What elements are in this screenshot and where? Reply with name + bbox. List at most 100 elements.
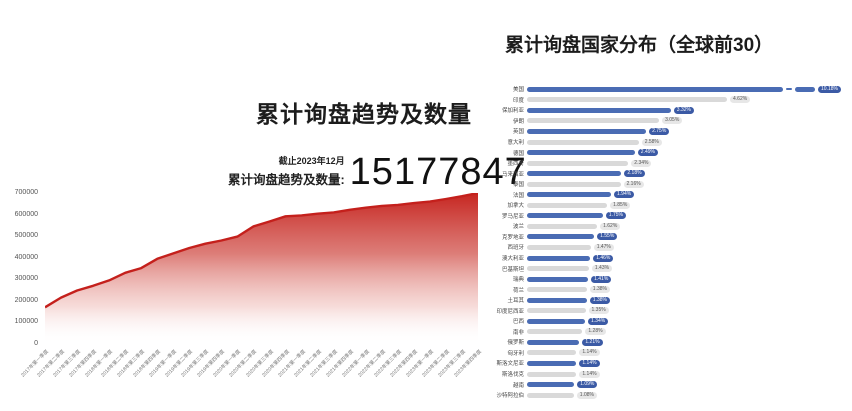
country-label: 墨西哥 [507, 161, 524, 168]
country-label: 斯洛文尼亚 [496, 361, 524, 368]
trend-line [44, 191, 479, 309]
bar-row: 匈牙利 1.14% [495, 348, 852, 359]
bar-row: 波兰 1.62% [495, 221, 852, 232]
country-label: 土耳其 [507, 298, 524, 305]
bar [527, 318, 585, 324]
country-label: 德国 [512, 150, 524, 157]
value-badge: 1.38% [589, 286, 610, 294]
value-badge: 1.85% [610, 201, 631, 209]
value-badge: 1.14% [579, 349, 600, 357]
bar-row: 美国 10.18% [495, 84, 852, 95]
bar [527, 297, 587, 303]
value-badge: 1.94% [614, 191, 635, 199]
y-tick-label: 300000 [14, 275, 38, 283]
country-label: 巴基斯坦 [501, 266, 524, 273]
bar [527, 107, 671, 113]
bar-row: 德国 2.49% [495, 147, 852, 158]
country-label: 英国 [512, 129, 524, 136]
country-label: 法国 [512, 192, 524, 199]
country-label: 越南 [512, 382, 524, 389]
bar-row: 沙特阿拉伯 1.08% [495, 390, 852, 401]
value-badge: 1.46% [593, 254, 614, 262]
bar-row: 澳大利亚 1.46% [495, 253, 852, 264]
country-label: 克罗地亚 [501, 234, 524, 241]
value-badge: 1.38% [589, 296, 610, 304]
bar [527, 118, 660, 124]
bar [527, 202, 608, 208]
value-badge: 1.47% [593, 243, 614, 251]
stat-labels: 截止2023年12月 累计询盘趋势及数量: [228, 154, 345, 191]
country-label: 西班牙 [507, 245, 524, 252]
bar-row: 巴西 1.34% [495, 316, 852, 327]
country-label: 加拿大 [507, 203, 524, 210]
bar-row: 墨西哥 2.34% [495, 158, 852, 169]
stat-as-of-date: 截止2023年12月 [278, 156, 345, 166]
bar-row: 巴基斯坦 1.43% [495, 263, 852, 274]
value-badge: 10.18% [818, 85, 841, 93]
area-fill [45, 193, 478, 344]
bar-row: 越南 1.09% [495, 379, 852, 390]
y-tick-label: 700000 [14, 189, 38, 196]
bar-segment [795, 86, 815, 92]
value-badge: 2.58% [641, 138, 662, 146]
y-tick-label: 0 [34, 340, 38, 347]
value-badge: 1.08% [576, 391, 597, 399]
bar [527, 213, 603, 219]
value-badge: 1.75% [605, 212, 626, 220]
bar-row: 马来西亚 2.18% [495, 168, 852, 179]
bar [527, 308, 586, 314]
country-label: 美国 [512, 87, 524, 94]
country-label: 澳大利亚 [501, 256, 524, 263]
bar [527, 339, 580, 345]
country-label: 斯洛伐克 [501, 372, 524, 379]
y-tick-label: 200000 [14, 296, 38, 304]
bar-row: 印度尼西亚 1.35% [495, 305, 852, 316]
value-badge: 1.21% [582, 338, 603, 346]
area-chart-plot [44, 191, 479, 344]
right-chart-title: 累计询盘国家分布（全球前30） [505, 35, 774, 56]
country-label: 意大利 [507, 140, 524, 146]
bar [527, 255, 591, 261]
value-badge: 1.55% [597, 233, 618, 241]
bar-row: 印度 4.62% [495, 95, 852, 106]
axis-break-icon [786, 88, 792, 91]
y-tick-label: 100000 [14, 318, 38, 326]
bar-row: 意大利 2.58% [495, 137, 852, 148]
y-tick-label: 500000 [14, 232, 38, 240]
country-label: 沙特阿拉伯 [496, 393, 524, 400]
bar-row: 保加利亚 3.32% [495, 105, 852, 116]
country-label: 匈牙利 [507, 350, 524, 357]
left-chart-title: 累计询盘趋势及数量 [256, 101, 472, 127]
bar [527, 97, 727, 103]
value-badge: 2.75% [649, 127, 670, 135]
bar-row: 斯洛伐克 1.14% [495, 369, 852, 380]
bar-row: 斯洛文尼亚 1.14% [495, 358, 852, 369]
country-label: 伊朗 [512, 118, 524, 125]
country-label: 马来西亚 [501, 171, 524, 178]
country-label: 印度 [512, 97, 524, 104]
bar [527, 371, 577, 377]
bar [527, 128, 647, 134]
stat-block: 截止2023年12月 累计询盘趋势及数量: 15177847 [228, 153, 527, 191]
bar-row: 荷兰 1.38% [495, 284, 852, 295]
country-label: 罗马尼亚 [501, 213, 524, 220]
country-label: 印度尼西亚 [496, 308, 524, 315]
value-badge: 1.43% [591, 265, 613, 273]
bar-row: 英国 2.75% [495, 126, 852, 137]
country-label: 瑞典 [512, 277, 524, 284]
bar [527, 276, 589, 282]
bar [527, 181, 621, 187]
bar [527, 287, 587, 293]
bar-row: 加拿大 1.85% [495, 200, 852, 211]
value-badge: 1.28% [585, 328, 606, 336]
value-badge: 1.62% [600, 222, 621, 230]
bar [527, 234, 595, 240]
value-badge: 2.49% [637, 149, 658, 157]
bar [527, 392, 574, 398]
value-badge: 1.41% [591, 275, 612, 283]
country-label: 巴西 [512, 319, 524, 326]
bar [527, 360, 577, 366]
bar [527, 171, 622, 177]
bar-row: 伊朗 3.05% [495, 116, 852, 127]
